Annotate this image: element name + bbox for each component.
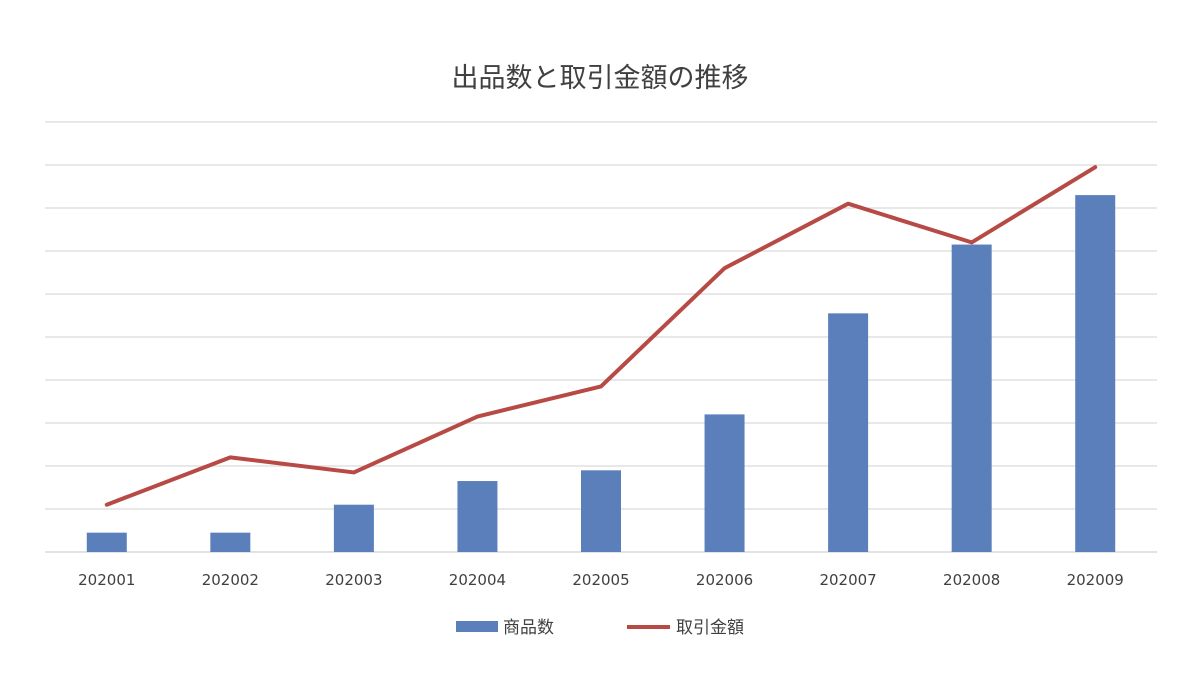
chart-title: 出品数と取引金額の推移 [451,63,749,94]
series-line [104,165,1098,507]
line-series [104,165,1098,507]
legend-label-line: 取引金額 [676,618,744,638]
x-tick-label: 202009 [1067,571,1124,589]
bar-202007 [828,313,869,552]
x-tick-label: 202006 [696,571,753,589]
x-tick-label: 202001 [78,571,135,589]
x-tick-label: 202004 [449,571,506,589]
x-tick-label: 202003 [325,571,382,589]
legend-label-bar: 商品数 [503,618,554,638]
bar-202001 [86,532,127,552]
bar-202002 [210,532,251,552]
x-tick-label: 202007 [819,571,876,589]
bar-202006 [704,414,745,552]
bar-202003 [333,504,374,552]
bar-202008 [951,244,992,553]
bar-202009 [1075,195,1116,552]
x-tick-label: 202002 [202,571,259,589]
x-tick-label: 202008 [943,571,1000,589]
x-axis-ticks: 202001 202002 202003 202004 202005 202006 2020… [78,571,1124,589]
x-tick-label: 202005 [572,571,629,589]
bar-202004 [457,481,498,552]
legend-bar-swatch [456,621,498,632]
bar-series [86,195,1116,553]
legend: 商品数 取引金額 [456,618,744,638]
bar-202005 [581,470,621,552]
